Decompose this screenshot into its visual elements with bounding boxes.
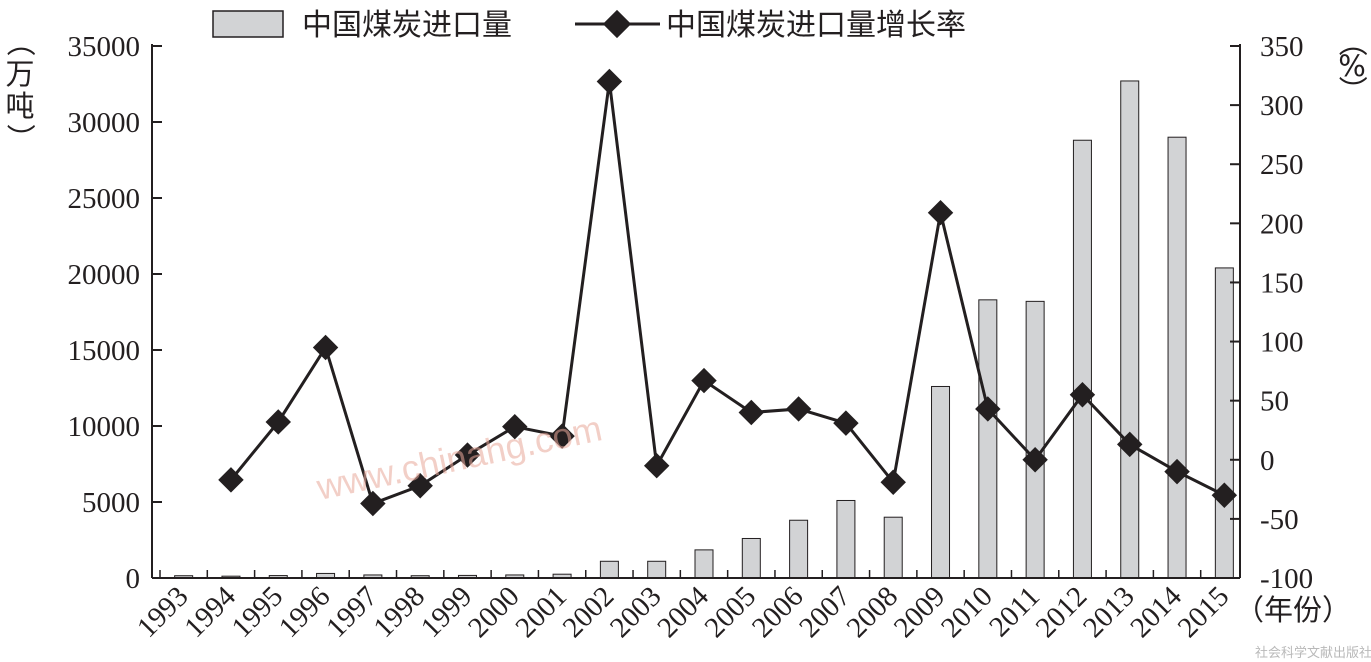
right-tick-label: 50 (1260, 386, 1289, 418)
data-point (312, 334, 339, 361)
bar (694, 549, 714, 579)
bar (1025, 300, 1045, 579)
axes (151, 44, 1241, 579)
x-tick-label: 1995 (226, 580, 290, 644)
data-point (738, 399, 765, 426)
data-point (596, 68, 623, 95)
growth-rate-line (229, 81, 1226, 506)
right-tick-label: 0 (1260, 445, 1275, 477)
x-tick-label: 1994 (178, 580, 242, 644)
data-point (927, 199, 954, 226)
bar (1120, 80, 1140, 579)
data-point (360, 490, 386, 517)
legend: 中国煤炭进口量 中国煤炭进口量增长率 (212, 8, 966, 43)
right-tick-label: 150 (1260, 267, 1304, 299)
bar (883, 516, 903, 579)
data-point (643, 452, 670, 479)
left-tick-label: 30000 (68, 107, 141, 139)
footer-watermark: 社会科学文献出版社 (1255, 645, 1371, 661)
bar (1214, 267, 1234, 579)
x-tick-label: 2009 (888, 580, 952, 644)
data-point (833, 410, 859, 436)
left-tick-label: 0 (126, 563, 141, 595)
data-point (218, 467, 244, 493)
x-tick-label: 2002 (557, 580, 621, 644)
x-tick-label: 2003 (604, 580, 668, 644)
x-tick-label: 2015 (1172, 580, 1236, 644)
left-tick-label: 35000 (68, 31, 141, 63)
right-tick-label: 350 (1260, 31, 1304, 63)
left-tick-label: 25000 (68, 183, 141, 215)
watermark: www.chinahg.com (312, 407, 605, 508)
x-tick-label: 2006 (746, 580, 810, 644)
data-point (549, 423, 575, 449)
x-tick-label: 1999 (415, 580, 479, 644)
right-tick-label: -100 (1260, 563, 1313, 595)
unit-char: % (1338, 49, 1366, 83)
right-axis-unit: （%） (1335, 27, 1369, 104)
x-axis-unit: （年份） (1235, 593, 1351, 627)
bar (836, 499, 856, 579)
bar (1167, 136, 1187, 579)
legend-bar-swatch (212, 10, 284, 38)
bar (647, 560, 667, 579)
right-tick-label: 300 (1260, 90, 1304, 122)
right-tick-label: 200 (1260, 208, 1304, 240)
data-point (454, 442, 481, 468)
bar (1072, 139, 1092, 579)
unit-char: 吨 (5, 89, 34, 123)
bar (931, 385, 951, 579)
bar (741, 537, 761, 579)
x-tick-label: 2000 (462, 580, 526, 644)
unit-char: ） (1335, 75, 1369, 104)
left-tick-label: 20000 (68, 259, 141, 291)
x-tick-label: 2012 (1030, 580, 1094, 644)
unit-char: 万 (5, 57, 34, 91)
x-tick-label: 2007 (793, 580, 857, 644)
data-point (407, 473, 433, 499)
data-point (785, 396, 812, 422)
unit-char: （ (1335, 27, 1369, 56)
x-tick-label: 2010 (935, 580, 999, 644)
x-tick-label: 2004 (651, 580, 715, 644)
legend-line-marker (602, 9, 632, 39)
data-point (265, 409, 291, 435)
unit-char: （ (3, 27, 37, 56)
left-tick-label: 15000 (68, 335, 141, 367)
left-tick-label: 10000 (68, 411, 141, 443)
data-point (880, 469, 906, 495)
unit-char: ） (3, 123, 37, 152)
x-tick-label: 1993 (131, 580, 195, 644)
x-tick-label: 2011 (983, 580, 1046, 643)
data-point (975, 396, 1001, 422)
right-tick-label: 100 (1260, 327, 1304, 359)
legend-bar-label: 中国煤炭进口量 (302, 8, 512, 43)
bar (789, 519, 809, 579)
x-tick-label: 2013 (1077, 580, 1141, 644)
x-tick-label: 2001 (509, 580, 573, 644)
right-tick-label: 250 (1260, 149, 1304, 181)
bar (599, 560, 619, 579)
data-point (691, 367, 717, 394)
bar (978, 299, 998, 579)
legend-line-label: 中国煤炭进口量增长率 (666, 8, 966, 43)
x-tick-label: 2014 (1124, 580, 1188, 644)
x-tick-label: 1996 (273, 580, 337, 644)
right-tick-label: -50 (1260, 504, 1299, 536)
left-axis-unit: （万吨） (3, 27, 37, 152)
x-tick-label: 2005 (699, 580, 763, 644)
left-tick-label: 5000 (82, 487, 140, 519)
x-tick-label: 2008 (841, 580, 905, 644)
x-tick-label: 1997 (320, 580, 384, 644)
x-tick-label: 1998 (367, 580, 431, 644)
